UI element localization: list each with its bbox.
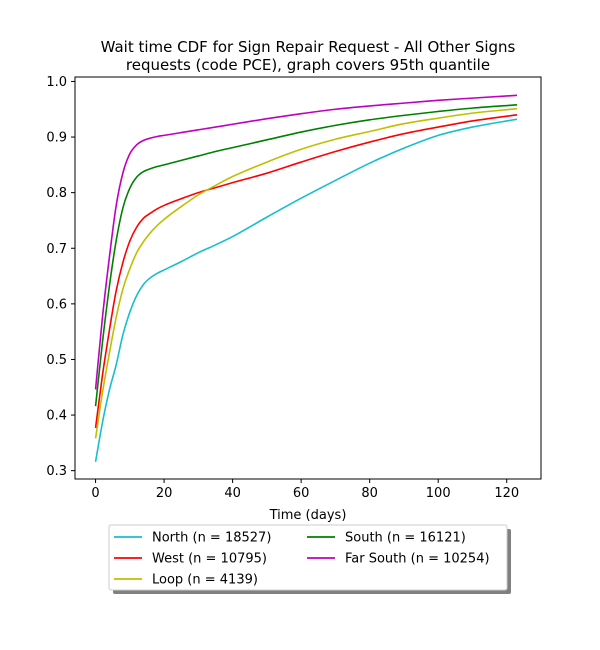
chart-title-line-2: requests (code PCE), graph covers 95th q… (126, 56, 490, 74)
x-tick-label: 80 (361, 486, 378, 501)
legend-label: South (n = 16121) (345, 531, 466, 546)
x-tick-label: 40 (224, 486, 241, 501)
x-tick-label: 60 (293, 486, 310, 501)
series-line-2 (94, 114, 518, 428)
y-tick-label: 0.8 (46, 186, 67, 201)
series-line-5 (94, 94, 518, 390)
y-axis: 0.3 0.4 0.5 0.6 0.7 0.8 0.9 1.0 (46, 75, 75, 479)
legend: North (n = 18527) West (n = 10795) Loop (n… (108, 524, 511, 594)
y-tick-label: 1.0 (46, 75, 67, 90)
y-tick-label: 0.7 (46, 242, 67, 257)
y-tick-label: 0.6 (46, 297, 67, 312)
legend-label: West (n = 10795) (152, 552, 267, 567)
legend-label: Far South (n = 10254) (345, 552, 490, 567)
y-tick-label: 0.3 (46, 464, 67, 479)
y-tick-label: 0.5 (46, 353, 67, 368)
y-tick-label: 0.9 (46, 131, 67, 146)
x-tick-label: 100 (426, 486, 451, 501)
series-line-1 (94, 118, 518, 462)
legend-entries: North (n = 18527) West (n = 10795) Loop (n… (114, 531, 490, 588)
series-line-3 (94, 107, 518, 439)
chart-title-line-1: Wait time CDF for Sign Repair Request - … (101, 38, 516, 56)
legend-label: Loop (n = 4139) (152, 573, 258, 588)
y-tick-label: 0.4 (46, 409, 67, 424)
legend-label: North (n = 18527) (152, 531, 271, 546)
plot-frame (74, 76, 542, 480)
x-tick-label: 0 (91, 486, 99, 501)
series-line-4 (94, 104, 518, 407)
plot-lines (94, 94, 518, 462)
x-axis-label: Time (days) (269, 508, 347, 523)
chart-title: Wait time CDF for Sign Repair Request - … (101, 38, 516, 74)
x-tick-label: 120 (494, 486, 519, 501)
x-tick-label: 20 (156, 486, 173, 501)
x-axis: 0 20 40 60 80 100 120 (91, 479, 519, 501)
